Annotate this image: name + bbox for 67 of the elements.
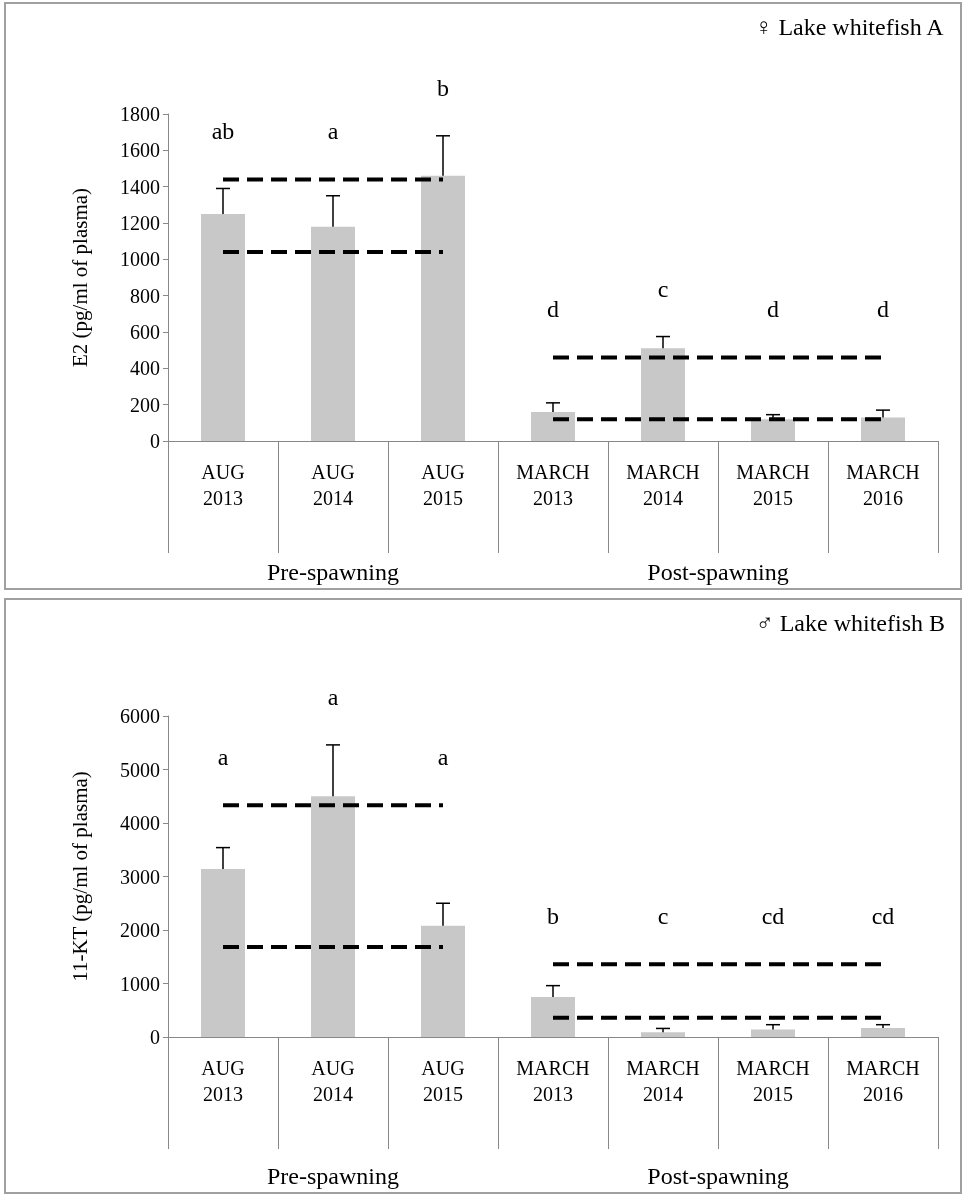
text: Post-spawning bbox=[647, 1163, 789, 1189]
bar bbox=[421, 925, 465, 1037]
annotation: d bbox=[877, 296, 889, 323]
y-tick-label: 1400 bbox=[120, 175, 160, 198]
bar bbox=[861, 1027, 905, 1037]
y-tick-label: 4000 bbox=[120, 812, 160, 834]
text: Pre-spawning bbox=[267, 1163, 399, 1189]
annotation: b bbox=[547, 903, 559, 930]
bar bbox=[531, 411, 575, 441]
x-tick-label: AUG 2013 bbox=[201, 1057, 245, 1105]
annotation: ab bbox=[211, 118, 235, 145]
bar bbox=[751, 1029, 795, 1037]
annotation: c bbox=[657, 903, 669, 930]
y-axis-title: E2 (pg/ml of plasma) bbox=[67, 187, 92, 368]
y-tick-label: 1000 bbox=[120, 972, 160, 995]
annotation: cd bbox=[761, 903, 785, 930]
y-tick-label: 1800 bbox=[120, 103, 160, 125]
x-tick-label: MARCH 2015 bbox=[736, 461, 810, 509]
x-tick-label: MARCH 2014 bbox=[626, 461, 700, 509]
bar bbox=[531, 996, 575, 1037]
bar bbox=[311, 226, 355, 441]
text: a bbox=[327, 683, 339, 710]
y-tick-label: 600 bbox=[130, 321, 160, 343]
annotation: d bbox=[767, 296, 779, 323]
bar bbox=[421, 175, 465, 441]
x-tick-label: AUG 2014 bbox=[311, 461, 355, 509]
y-tick-label: 1000 bbox=[120, 248, 160, 271]
y-tick-label: 3000 bbox=[120, 865, 160, 888]
x-tick-label: AUG 2015 bbox=[421, 461, 465, 509]
text: Pre-spawning bbox=[267, 559, 399, 585]
y-tick-label: 400 bbox=[130, 357, 160, 380]
y-tick-label: 800 bbox=[130, 284, 160, 307]
x-tick-label: MARCH 2013 bbox=[516, 1057, 590, 1105]
bar bbox=[641, 1032, 685, 1037]
bar bbox=[861, 417, 905, 441]
x-tick-label: MARCH 2014 bbox=[626, 1057, 700, 1105]
bar bbox=[201, 869, 245, 1037]
y-tick-label: 0 bbox=[150, 430, 160, 452]
y-tick-label: 1200 bbox=[120, 212, 160, 234]
annotation: cd bbox=[871, 903, 895, 930]
x-tick-label: AUG 2013 bbox=[201, 461, 245, 509]
y-tick-label: 0 bbox=[150, 1026, 160, 1048]
bar bbox=[641, 348, 685, 441]
text: b bbox=[437, 74, 449, 101]
annotation: a bbox=[327, 118, 339, 145]
bar bbox=[751, 419, 795, 441]
x-tick-label: AUG 2015 bbox=[421, 1057, 465, 1105]
text: Post-spawning bbox=[647, 559, 789, 585]
chart-title: ♀ Lake whitefish A bbox=[754, 14, 945, 40]
y-axis-title: 11-KT (pg/ml of plasma) bbox=[67, 771, 92, 982]
y-tick-label: 1600 bbox=[120, 139, 160, 162]
y-tick-label: 5000 bbox=[120, 758, 160, 781]
annotation: a bbox=[437, 744, 449, 771]
bar bbox=[201, 213, 245, 441]
y-tick-label: 6000 bbox=[120, 705, 160, 727]
chart-title: ♂ Lake whitefish B bbox=[755, 610, 945, 636]
annotation: a bbox=[217, 744, 229, 771]
annotation: d bbox=[547, 296, 559, 323]
annotation: c bbox=[657, 275, 669, 302]
x-tick-label: MARCH 2016 bbox=[846, 1057, 920, 1105]
x-tick-label: MARCH 2015 bbox=[736, 1057, 810, 1105]
bar bbox=[311, 796, 355, 1037]
x-tick-label: MARCH 2013 bbox=[516, 461, 590, 509]
y-tick-label: 2000 bbox=[120, 919, 160, 941]
y-tick-label: 200 bbox=[130, 393, 160, 416]
x-tick-label: AUG 2014 bbox=[311, 1057, 355, 1105]
x-tick-label: MARCH 2016 bbox=[846, 461, 920, 509]
